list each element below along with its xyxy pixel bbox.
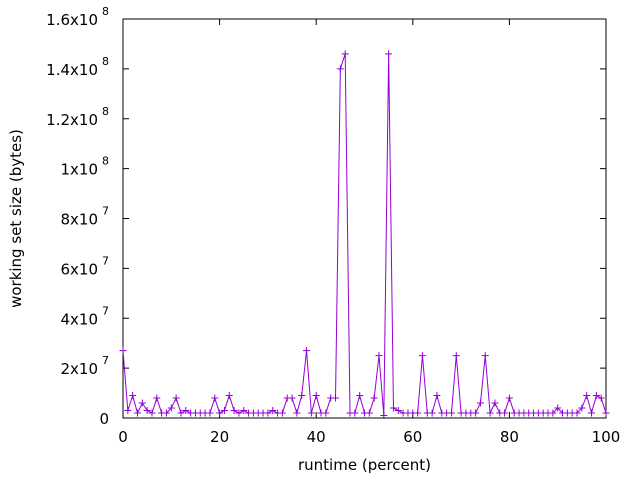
data-point: [288, 394, 296, 402]
x-tick-label: 80: [500, 428, 519, 446]
data-point: [351, 409, 359, 417]
y-tick-label: 1.2x10 8: [46, 105, 109, 129]
data-point: [298, 392, 306, 400]
data-point: [129, 392, 137, 400]
data-point: [592, 392, 600, 400]
y-tick-label: 8x10 7: [60, 205, 109, 229]
data-point: [602, 409, 610, 417]
data-point: [370, 394, 378, 402]
data-point: [124, 407, 132, 415]
data-point: [307, 409, 315, 417]
x-tick-label: 0: [118, 428, 128, 446]
data-point: [278, 409, 286, 417]
data-point: [138, 399, 146, 407]
data-point: [583, 392, 591, 400]
series-line: [122, 53, 607, 416]
y-tick-label: 4x10 7: [60, 304, 109, 328]
data-point: [148, 409, 156, 417]
data-point: [573, 409, 581, 417]
data-point: [269, 407, 277, 415]
data-point: [167, 404, 175, 412]
data-point: [119, 347, 127, 355]
data-point: [501, 409, 509, 417]
data-point: [235, 409, 243, 417]
data-point: [332, 394, 340, 402]
y-tick-label: 2x10 7: [60, 354, 109, 378]
data-point: [452, 352, 460, 360]
data-point: [322, 409, 330, 417]
data-point: [293, 409, 301, 417]
data-point: [428, 409, 436, 417]
data-point: [153, 394, 161, 402]
x-tick-label: 20: [210, 428, 229, 446]
data-point: [336, 65, 344, 73]
data-point: [414, 409, 422, 417]
data-point: [220, 407, 228, 415]
data-point: [341, 50, 349, 58]
data-point: [486, 409, 494, 417]
data-point: [172, 394, 180, 402]
data-point: [162, 409, 170, 417]
data-point: [389, 404, 397, 412]
data-point: [481, 352, 489, 360]
data-point: [588, 409, 596, 417]
data-point: [375, 352, 383, 360]
data-point: [182, 407, 190, 415]
data-point: [312, 392, 320, 400]
series-markers: [119, 50, 610, 420]
data-point: [554, 404, 562, 412]
x-tick-label: 100: [592, 428, 621, 446]
y-tick-label: 0: [99, 410, 109, 428]
data-point: [356, 392, 364, 400]
axis-ticks: [122, 18, 607, 419]
data-point: [385, 50, 393, 58]
data-point: [225, 392, 233, 400]
data-point: [578, 404, 586, 412]
data-point: [206, 409, 214, 417]
y-tick-label: 1.4x10 8: [46, 55, 109, 79]
data-point: [216, 409, 224, 417]
data-point: [303, 347, 311, 355]
data-point: [418, 352, 426, 360]
plot-frame: [122, 18, 607, 419]
data-point: [133, 409, 141, 417]
data-point: [597, 394, 605, 402]
x-tick-label: 40: [307, 428, 326, 446]
data-point: [549, 409, 557, 417]
x-tick-label: 60: [403, 428, 422, 446]
y-tick-label: 6x10 7: [60, 254, 109, 278]
data-point: [264, 409, 272, 417]
data-point: [230, 407, 238, 415]
y-tick-label: 1x10 8: [60, 155, 109, 179]
data-point: [472, 409, 480, 417]
data-point: [143, 407, 151, 415]
data-point: [447, 409, 455, 417]
data-point: [240, 407, 248, 415]
data-point: [380, 412, 388, 420]
data-point: [491, 399, 499, 407]
y-tick-label: 1.6x10 8: [46, 5, 109, 29]
data-point: [433, 392, 441, 400]
y-axis-label: working set size (bytes): [7, 129, 25, 308]
data-point: [177, 409, 185, 417]
data-point: [476, 399, 484, 407]
data-point: [505, 394, 513, 402]
tick-labels: 0 20 40 60 80 100 0 2x10 7 4x10 7 6x10 7 8x10 7 1x10 8 1.…: [46, 5, 620, 446]
x-axis-label: runtime (percent): [298, 456, 431, 474]
data-point: [365, 409, 373, 417]
data-point: [211, 394, 219, 402]
data-point: [394, 407, 402, 415]
